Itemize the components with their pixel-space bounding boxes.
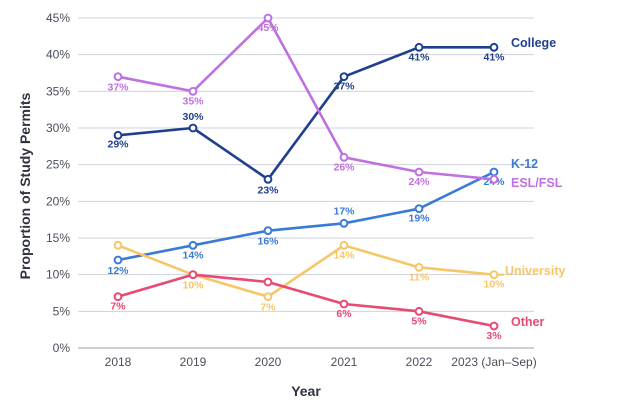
data-point-k-12 [263,226,273,236]
y-tick-label: 35% [46,84,70,98]
x-axis-ticks: 2018 2019 2020 2021 2022 2023 (Jan–Sep) [105,355,537,369]
x-tick-label: 2019 [180,355,207,369]
series-name-k-12: K-12 [511,157,538,171]
data-label-k-12: 16% [257,236,279,248]
data-label-esl-fsl: 35% [182,95,204,107]
data-point-esl-fsl [113,72,123,82]
series-other: 7% 6% 5% 3% Other [110,270,544,342]
series-line-other [116,273,496,328]
data-point-other [263,277,273,287]
data-label-k-12: 17% [333,205,355,217]
data-label-college: 23% [257,184,279,196]
series-esl-fsl: 37% 35% 45% 26% 24% ESL/FSL [107,13,563,190]
series-line-esl-fsl [116,16,496,181]
data-label-university: 10% [182,280,204,292]
series-name-college: College [511,36,556,50]
series-name-other: Other [511,315,544,329]
data-point-esl-fsl [188,86,198,96]
y-tick-label: 0% [53,341,71,355]
y-tick-label: 45% [46,11,70,25]
data-point-other [414,306,424,316]
data-point-university [489,270,499,280]
data-point-university [263,292,273,302]
data-label-college: 41% [408,51,430,63]
x-axis-title: Year [291,383,321,399]
x-tick-label: 2020 [255,355,282,369]
data-label-university: 14% [333,249,355,261]
data-point-college [113,130,123,140]
data-label-esl-fsl: 24% [408,176,430,188]
y-tick-label: 40% [46,48,70,62]
grid [78,17,534,349]
y-tick-label: 20% [46,194,70,208]
y-tick-label: 10% [46,268,70,282]
x-tick-label: 2022 [406,355,433,369]
x-tick-label: 2021 [331,355,358,369]
data-label-other: 3% [486,330,502,342]
data-point-other [113,292,123,302]
series-line-university [116,244,496,298]
data-label-other: 6% [336,308,352,320]
series-college: 29% 30% 23% 37% 41% 41% College [107,36,556,196]
data-point-other [339,299,349,309]
data-label-k-12: 12% [107,265,129,277]
data-label-esl-fsl: 45% [257,22,279,34]
data-point-other [188,270,198,280]
series-line-college [116,46,496,181]
y-tick-label: 25% [46,158,70,172]
data-point-esl-fsl [414,167,424,177]
data-point-college [188,123,198,133]
data-label-other: 5% [411,315,427,327]
data-label-college: 29% [107,138,129,150]
series-university: 10%7%14%11%10%University [113,240,565,314]
data-label-university: 11% [409,271,430,283]
data-label-esl-fsl: 26% [333,161,355,173]
data-point-esl-fsl [263,13,273,23]
x-tick-label: 2018 [105,355,132,369]
data-point-college [414,42,424,52]
y-tick-label: 15% [46,231,70,245]
data-label-college: 30% [182,111,204,123]
x-tick-label: 2023 (Jan–Sep) [451,355,536,369]
data-point-esl-fsl [339,152,349,162]
data-point-university [339,240,349,250]
data-point-university [113,240,123,250]
series-name-university: University [505,264,565,278]
data-point-college [339,72,349,82]
series-name-esl-fsl: ESL/FSL [511,176,563,190]
data-label-other: 7% [110,301,126,313]
y-tick-label: 30% [46,121,70,135]
data-point-college [489,42,499,52]
series-line-k-12 [116,170,496,262]
y-tick-label: 5% [53,304,71,318]
data-point-k-12 [188,240,198,250]
data-point-k-12 [113,255,123,265]
data-point-esl-fsl [489,174,499,184]
data-label-university: 10% [483,279,505,291]
data-label-college: 41% [483,51,505,63]
data-label-k-12: 14% [182,249,204,261]
data-point-k-12 [489,167,499,177]
y-axis-title: Proportion of Study Permits [17,92,33,279]
data-point-other [489,321,499,331]
data-label-k-12: 19% [408,213,430,225]
data-point-k-12 [414,204,424,214]
data-label-college: 37% [333,81,355,93]
data-label-esl-fsl: 37% [107,82,129,94]
data-point-college [263,174,273,184]
data-point-university [414,262,424,272]
data-label-university: 7% [260,302,276,314]
data-point-k-12 [339,218,349,228]
series-group: 29% 30% 23% 37% 41% 41% College 12% 14% 16% 17% 19%… [107,13,565,342]
y-axis-ticks: 0% 5% 10% 15% 20% 25% 30% 35% 40% 45% [46,11,70,355]
